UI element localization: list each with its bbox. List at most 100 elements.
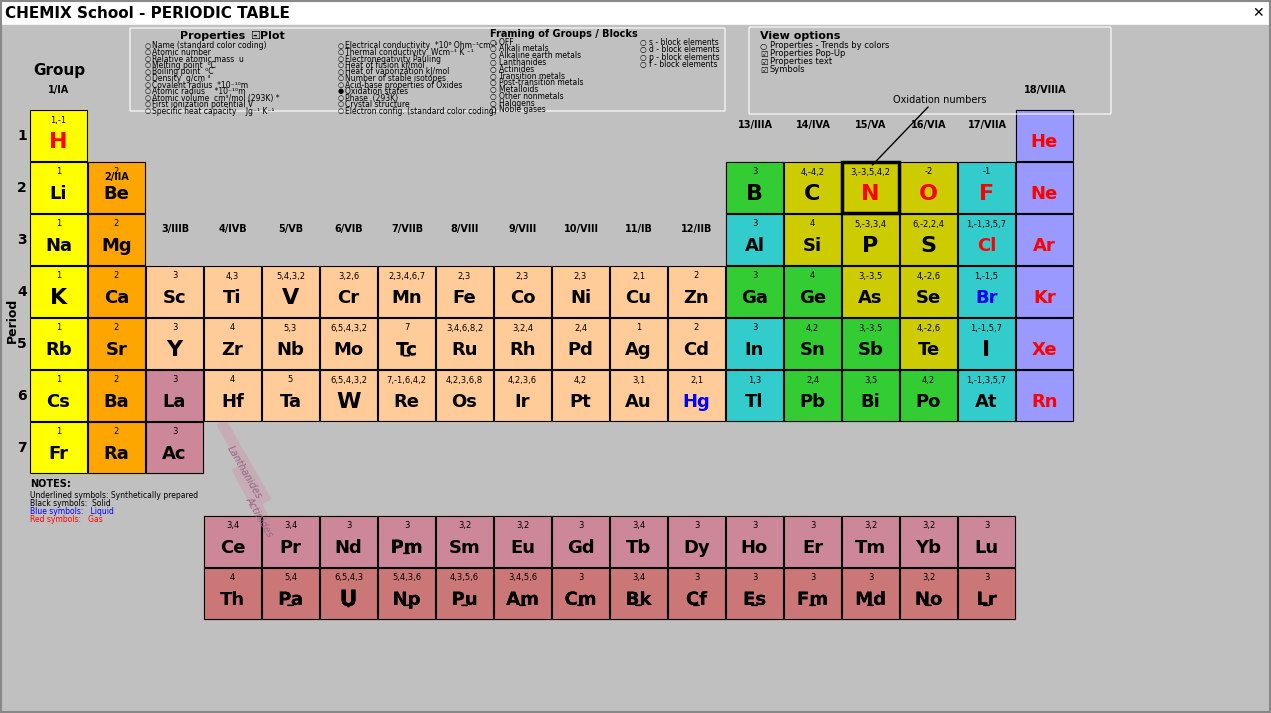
Text: Cm: Cm <box>564 591 596 609</box>
Bar <box>958 515 1016 567</box>
Bar <box>958 162 1016 213</box>
Bar <box>494 515 552 567</box>
Text: 4: 4 <box>17 285 27 299</box>
Text: Crystal structure: Crystal structure <box>344 100 409 109</box>
Text: 2,3,4,6,7: 2,3,4,6,7 <box>388 272 425 280</box>
Text: ○: ○ <box>145 63 151 68</box>
Bar <box>669 318 724 369</box>
Text: Name (standard color coding): Name (standard color coding) <box>153 41 267 51</box>
Text: 5: 5 <box>17 337 27 351</box>
Text: ○: ○ <box>338 49 344 56</box>
Text: Atomic number: Atomic number <box>153 48 211 57</box>
Text: 3: 3 <box>752 220 758 228</box>
Bar <box>726 318 783 369</box>
Bar <box>31 110 86 161</box>
Text: 2,3: 2,3 <box>516 272 529 280</box>
Text: 8/VIII: 8/VIII <box>451 224 479 234</box>
Text: Properties text: Properties text <box>770 58 833 66</box>
Text: Plot: Plot <box>261 31 285 41</box>
Text: 3: 3 <box>984 573 989 582</box>
Text: 3: 3 <box>694 521 699 530</box>
Text: Red symbols:   Gas: Red symbols: Gas <box>31 515 103 524</box>
Bar <box>958 162 1016 213</box>
Text: Boiling point  ⁰C: Boiling point ⁰C <box>153 68 214 76</box>
Text: 3,2: 3,2 <box>921 573 935 582</box>
Bar <box>784 515 841 567</box>
Bar <box>320 318 377 369</box>
Text: 1: 1 <box>17 129 27 143</box>
Bar <box>320 266 377 317</box>
Bar <box>377 515 435 567</box>
Text: 3,4: 3,4 <box>226 521 239 530</box>
Bar <box>146 422 203 473</box>
Text: 1: 1 <box>56 324 61 332</box>
Text: Sr: Sr <box>105 342 127 359</box>
Text: ☑: ☑ <box>760 58 768 66</box>
Text: ○ Post-transition metals: ○ Post-transition metals <box>491 78 583 87</box>
Text: Zr: Zr <box>221 342 243 359</box>
Bar <box>726 370 783 421</box>
Text: 1: 1 <box>56 376 61 384</box>
Text: 4,2: 4,2 <box>921 376 935 384</box>
Bar <box>610 266 667 317</box>
Text: Cd: Cd <box>684 342 709 359</box>
Bar <box>377 318 435 369</box>
Text: 3,-3,5: 3,-3,5 <box>858 324 882 332</box>
Text: Ge: Ge <box>799 289 826 307</box>
Text: 4/IVB: 4/IVB <box>219 224 248 234</box>
Text: ○: ○ <box>145 56 151 62</box>
Text: Am: Am <box>506 591 539 609</box>
Bar <box>1016 266 1073 317</box>
Text: Ir: Ir <box>515 394 530 411</box>
Text: 3,4: 3,4 <box>632 573 646 582</box>
Bar <box>1016 110 1073 161</box>
Bar <box>320 370 377 421</box>
Text: Tl: Tl <box>745 394 764 411</box>
Bar <box>494 266 552 317</box>
Text: Heat of vaporization kJ/mol: Heat of vaporization kJ/mol <box>344 68 450 76</box>
Text: 1: 1 <box>56 272 61 280</box>
Bar <box>494 266 552 317</box>
Text: 3: 3 <box>752 573 758 582</box>
Text: 10/VIII: 10/VIII <box>563 224 599 234</box>
Text: Electronegativity Pauling: Electronegativity Pauling <box>344 54 441 63</box>
Text: 3,4,5,6: 3,4,5,6 <box>508 573 538 582</box>
Bar <box>841 568 899 619</box>
Bar <box>784 568 841 619</box>
Bar <box>494 515 552 567</box>
Bar <box>88 318 145 369</box>
Bar <box>1016 162 1073 213</box>
Bar <box>205 318 261 369</box>
Text: 7/VIIB: 7/VIIB <box>391 224 423 234</box>
Bar <box>88 162 145 213</box>
Bar <box>436 266 493 317</box>
Bar <box>669 568 724 619</box>
Bar <box>726 515 783 567</box>
Text: Actinides: Actinides <box>244 495 275 539</box>
Text: 3: 3 <box>984 521 989 530</box>
Bar <box>494 568 552 619</box>
Text: Underlined symbols: Synthetically prepared: Underlined symbols: Synthetically prepar… <box>31 491 198 500</box>
Text: 1: 1 <box>56 428 61 436</box>
Text: 7,-1,6,4,2: 7,-1,6,4,2 <box>386 376 427 384</box>
Bar <box>31 318 86 369</box>
Bar <box>726 214 783 265</box>
Bar <box>900 568 957 619</box>
Bar <box>494 568 552 619</box>
Text: ○: ○ <box>338 43 344 49</box>
Text: 3: 3 <box>752 168 758 177</box>
Text: Rh: Rh <box>510 342 536 359</box>
Bar <box>552 515 609 567</box>
Text: Ar: Ar <box>1033 237 1056 255</box>
Text: ○ Noble gases: ○ Noble gases <box>491 106 545 115</box>
Text: 3: 3 <box>172 272 177 280</box>
Bar <box>784 214 841 265</box>
Bar <box>726 266 783 317</box>
Bar <box>205 266 261 317</box>
Bar <box>88 318 145 369</box>
Bar <box>610 370 667 421</box>
Bar <box>552 370 609 421</box>
Bar <box>262 266 319 317</box>
Bar <box>205 266 261 317</box>
Bar <box>88 370 145 421</box>
